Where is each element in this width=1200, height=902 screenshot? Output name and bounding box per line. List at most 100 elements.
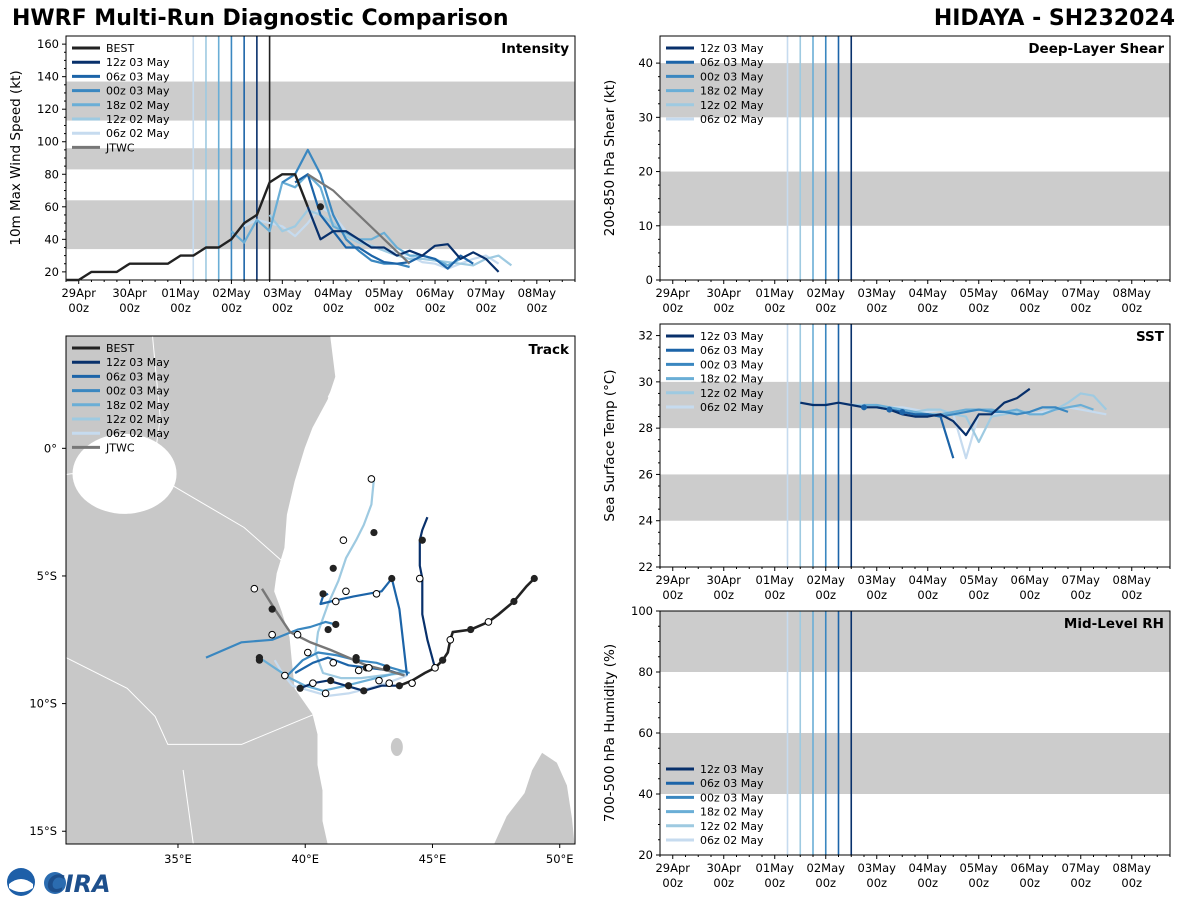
cira-logo: CIRA	[5, 866, 115, 902]
sst-panel: 22242628303229Apr00z30Apr00z01May00z02Ma…	[602, 323, 1171, 602]
rh-ytick-label: 80	[638, 665, 653, 679]
rh-panel: 2040608010029Apr00z30Apr00z01May00z02May…	[602, 604, 1171, 890]
shear-band	[660, 171, 1170, 226]
track-legend-label: JTWC	[105, 441, 135, 454]
sst-legend-label: 06z 02 May	[700, 401, 764, 414]
sst-run-line	[800, 387, 1031, 437]
rh-legend-label: 06z 03 May	[700, 777, 764, 790]
track-run-line	[314, 478, 405, 680]
intensity-xtick-label: 00z	[68, 301, 89, 315]
shear-xtick-label: 00z	[1019, 301, 1040, 315]
rh-xtick-label: 08May	[1113, 861, 1152, 875]
intensity-run-line	[294, 173, 474, 270]
sst-xtick-label: 29Apr	[655, 573, 690, 587]
track-title: Track	[529, 342, 570, 358]
shear-xtick-label: 00z	[1070, 301, 1091, 315]
track-open-marker	[372, 590, 381, 598]
track-xtick-label: 45°E	[419, 852, 447, 866]
shear-ytick-label: 40	[638, 56, 653, 70]
sst-xtick-label: 00z	[866, 588, 887, 602]
sst-ytick-label: 26	[638, 467, 653, 481]
shear-xtick-label: 00z	[662, 301, 683, 315]
shear-xtick-label: 07May	[1062, 286, 1101, 300]
track-filled-marker	[418, 536, 426, 544]
rh-xtick-label: 00z	[764, 876, 785, 890]
track-run-line	[205, 620, 337, 659]
intensity-legend-label: 00z 03 May	[106, 85, 170, 98]
rh-xtick-label: 00z	[662, 876, 683, 890]
sst-ytick-label: 32	[638, 329, 653, 343]
shear-band	[660, 63, 1170, 118]
track-filled-marker	[439, 656, 447, 664]
track-open-marker	[365, 664, 373, 672]
track-open-marker	[339, 536, 348, 545]
intensity-xtick-label: 00z	[272, 301, 293, 315]
intensity-jtwc-line	[307, 173, 411, 265]
track-border	[66, 473, 150, 475]
track-legend-label: 06z 02 May	[106, 427, 170, 440]
track-ytick-label: 10°S	[29, 697, 57, 711]
sst-xtick-label: 00z	[662, 588, 683, 602]
shear-legend-label: 18z 02 May	[700, 85, 764, 98]
shear-xtick-label: 08May	[1113, 286, 1152, 300]
track-border	[151, 336, 288, 567]
shear-xtick-label: 00z	[713, 301, 734, 315]
track-filled-marker	[352, 654, 360, 662]
track-legend-label: 00z 03 May	[106, 385, 170, 398]
track-xtick-label: 35°E	[164, 852, 192, 866]
track-xtick-label: 40°E	[291, 852, 319, 866]
shear-xtick-label: 06May	[1011, 286, 1050, 300]
sst-ytick-label: 30	[638, 375, 653, 389]
sst-xtick-label: 03May	[858, 573, 897, 587]
rh-ytick-label: 60	[638, 726, 653, 740]
track-legend-label: BEST	[106, 342, 134, 355]
track-filled-marker	[395, 682, 403, 690]
track-xtick-label: 50°E	[546, 852, 574, 866]
sst-xtick-label: 01May	[756, 573, 795, 587]
sst-xtick-label: 06May	[1011, 573, 1050, 587]
intensity-legend-label: 12z 02 May	[106, 113, 170, 126]
intensity-xtick-label: 08May	[518, 286, 557, 300]
intensity-legend-label: 12z 03 May	[106, 56, 170, 69]
rh-legend-label: 12z 02 May	[700, 820, 764, 833]
track-open-marker	[385, 679, 394, 687]
track-open-marker	[329, 658, 338, 667]
track-legend-label: 12z 02 May	[106, 413, 170, 426]
sst-xtick-label: 30Apr	[706, 573, 741, 587]
sst-title: SST	[1136, 329, 1165, 345]
intensity-band	[66, 148, 575, 170]
track-open-marker	[484, 618, 493, 626]
sst-run-marker	[886, 406, 893, 413]
track-filled-marker	[530, 574, 538, 583]
track-open-marker	[354, 666, 363, 675]
rh-xtick-label: 06May	[1011, 861, 1050, 875]
intensity-legend-label: BEST	[106, 42, 134, 55]
intensity-ytick-label: 80	[44, 167, 59, 181]
track-open-marker	[303, 648, 312, 657]
track-open-marker	[281, 671, 289, 680]
intensity-ytick-label: 60	[44, 200, 59, 214]
track-run-line	[418, 516, 437, 669]
track-legend-label: 12z 03 May	[106, 356, 170, 369]
shear-legend-label: 06z 03 May	[700, 56, 764, 69]
intensity-title: Intensity	[501, 41, 569, 57]
sst-run-marker	[861, 404, 867, 411]
intensity-ylabel: 10m Max Wind Speed (kt)	[8, 70, 24, 245]
track-filled-marker	[370, 528, 378, 537]
rh-xtick-label: 07May	[1062, 861, 1101, 875]
intensity-band	[66, 81, 575, 121]
track-open-marker	[415, 574, 424, 583]
shear-xtick-label: 00z	[917, 301, 938, 315]
intensity-legend-label: 06z 02 May	[106, 127, 170, 140]
cira-globe-icon	[44, 872, 66, 894]
track-filled-marker	[268, 605, 276, 613]
shear-xtick-label: 00z	[764, 301, 785, 315]
track-open-marker	[293, 630, 302, 639]
intensity-legend-label: 06z 03 May	[106, 70, 170, 83]
rh-ytick-label: 20	[638, 848, 653, 862]
rh-xtick-label: 00z	[866, 876, 887, 890]
track-open-marker	[321, 689, 330, 698]
sst-xtick-label: 00z	[815, 588, 836, 602]
track-filled-marker	[467, 625, 475, 634]
